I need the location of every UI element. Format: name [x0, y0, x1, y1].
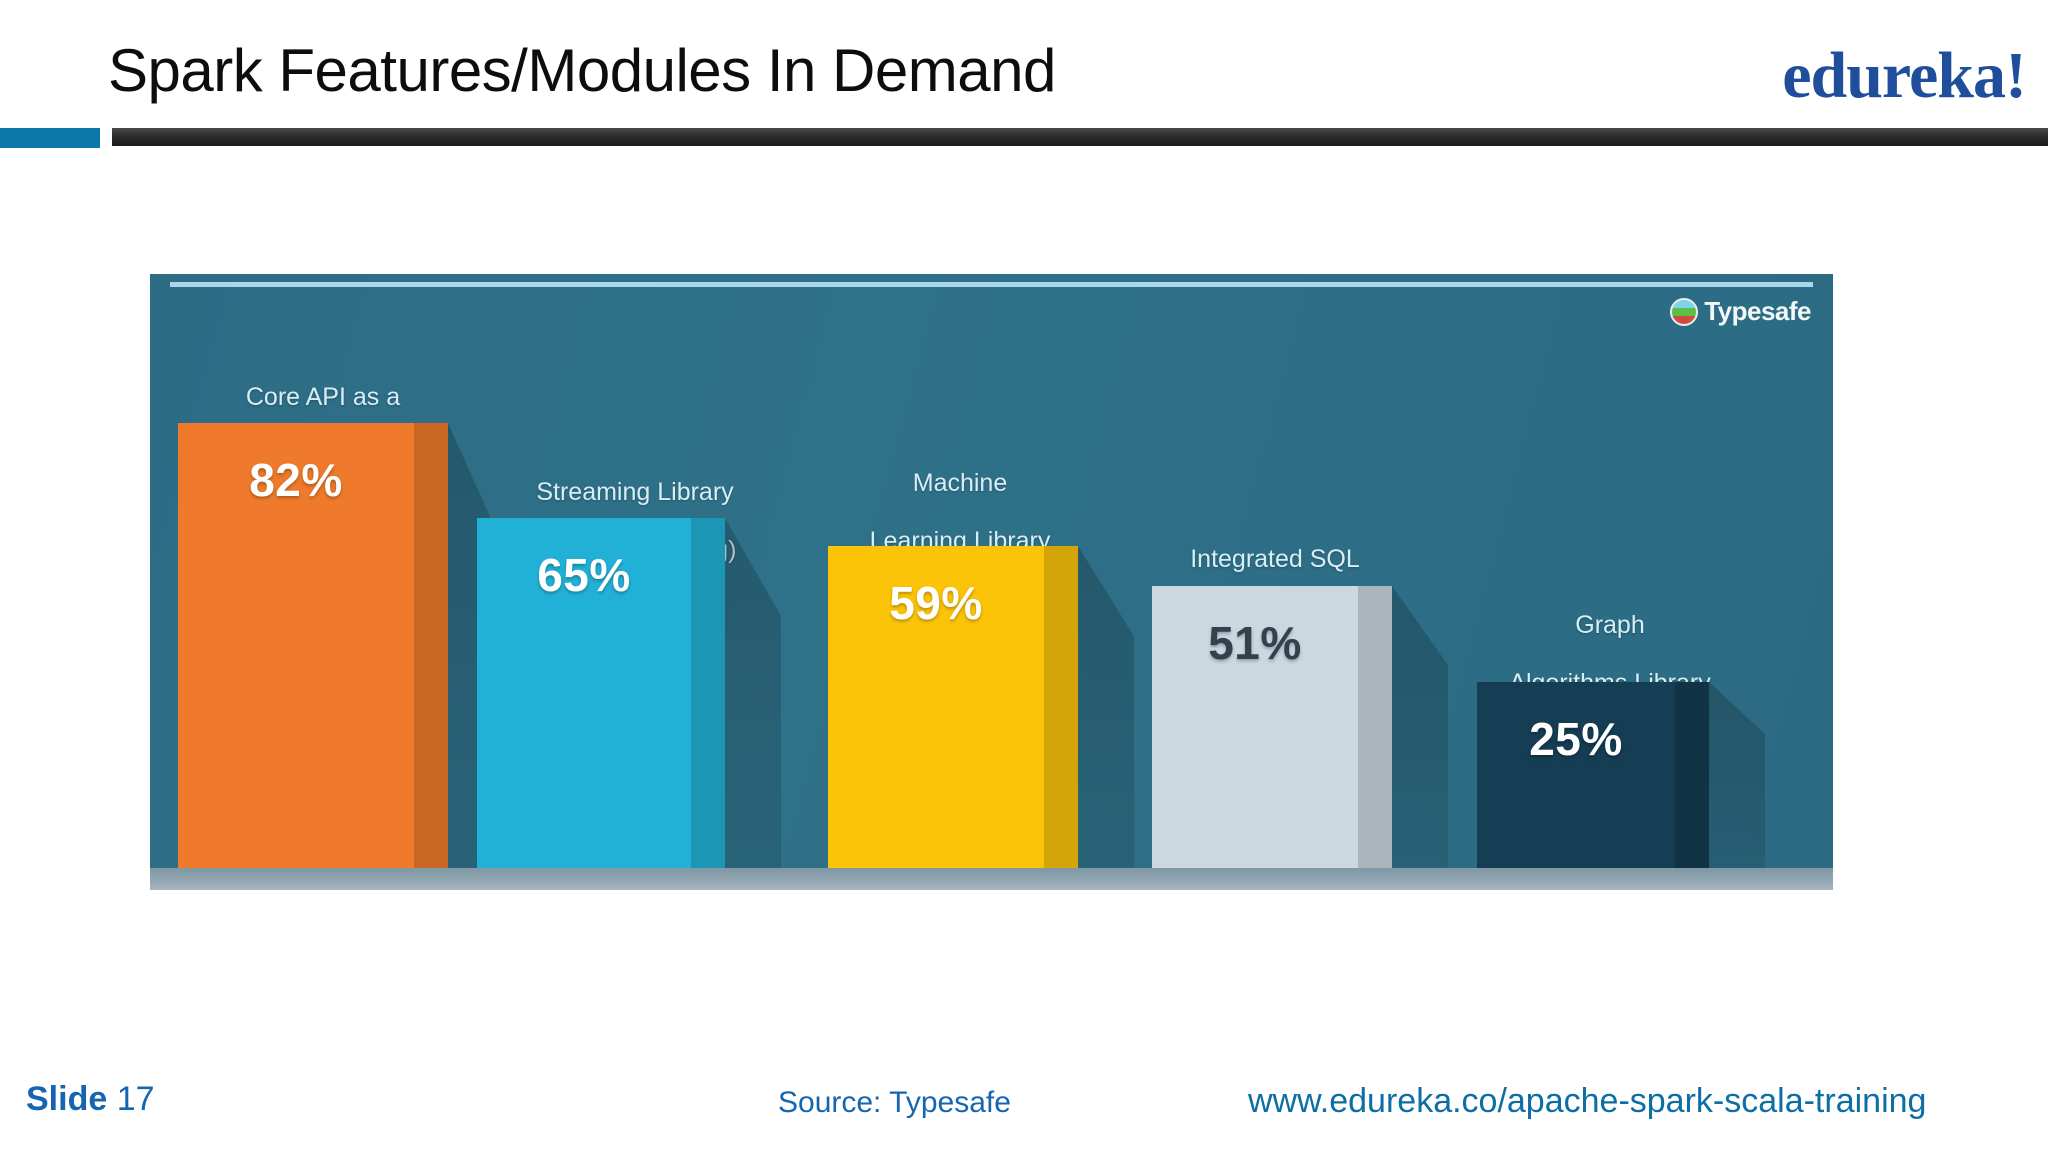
source-credit: Source: Typesafe [778, 1086, 1011, 1119]
bar-value-mllib: 59% [889, 577, 983, 629]
bar-value-sparksql: 51% [1208, 617, 1302, 669]
chart-top-rule [170, 282, 1813, 287]
bar-front-face [1152, 586, 1392, 868]
bar-sparksql: 51% [1152, 586, 1448, 868]
bar-side-face [1044, 546, 1078, 868]
bar-value-streaming: 65% [537, 549, 631, 601]
typesafe-mark-icon [1670, 297, 1699, 326]
bar-side-face [414, 423, 448, 868]
page-title: Spark Features/Modules In Demand [108, 37, 1056, 104]
slide-header: Spark Features/Modules In Demand edureka… [0, 0, 2048, 152]
bar-value-graphx: 25% [1529, 713, 1623, 765]
bar-front-face [1477, 682, 1709, 868]
bar-streaming: 65% [477, 518, 781, 868]
bar-front-face [178, 423, 448, 868]
bar-graphx: 25% [1477, 682, 1765, 868]
bar-core-api: 82% [178, 423, 504, 868]
typesafe-wordmark: Typesafe [1704, 296, 1811, 326]
bar-front-face [477, 518, 725, 868]
edureka-logo: edureka! [1782, 39, 2027, 112]
bar-label-line: Integrated SQL [1190, 545, 1360, 573]
header-accent-bar [0, 128, 100, 148]
bar-label-line: Core API as a [245, 383, 401, 411]
bar-label-line: Streaming Library [536, 478, 734, 506]
bar-mllib: 59% [828, 546, 1134, 868]
slide-word: Slide [26, 1080, 108, 1118]
bar-chart: Typesafe Core API as a Replacement for M… [150, 274, 1833, 890]
typesafe-logo: Typesafe [1670, 296, 1811, 327]
bar-value-core-api: 82% [249, 454, 343, 506]
bar-side-face [1358, 586, 1392, 868]
bar-label-line: Graph [1575, 611, 1645, 639]
bar-side-face [1675, 682, 1709, 868]
header-divider-bar [112, 128, 2048, 146]
course-url-link[interactable]: www.edureka.co/apache-spark-scala-traini… [1248, 1082, 1927, 1120]
slide-number-value: 17 [116, 1080, 155, 1118]
bar-front-face [828, 546, 1078, 868]
bar-side-face [691, 518, 725, 868]
chart-baseline [150, 868, 1833, 890]
slide-footer: Slide 17 Source: Typesafe www.edureka.co… [0, 1052, 2048, 1152]
bar-label-line: Machine [912, 469, 1008, 497]
slide-number: Slide 17 [26, 1080, 155, 1119]
